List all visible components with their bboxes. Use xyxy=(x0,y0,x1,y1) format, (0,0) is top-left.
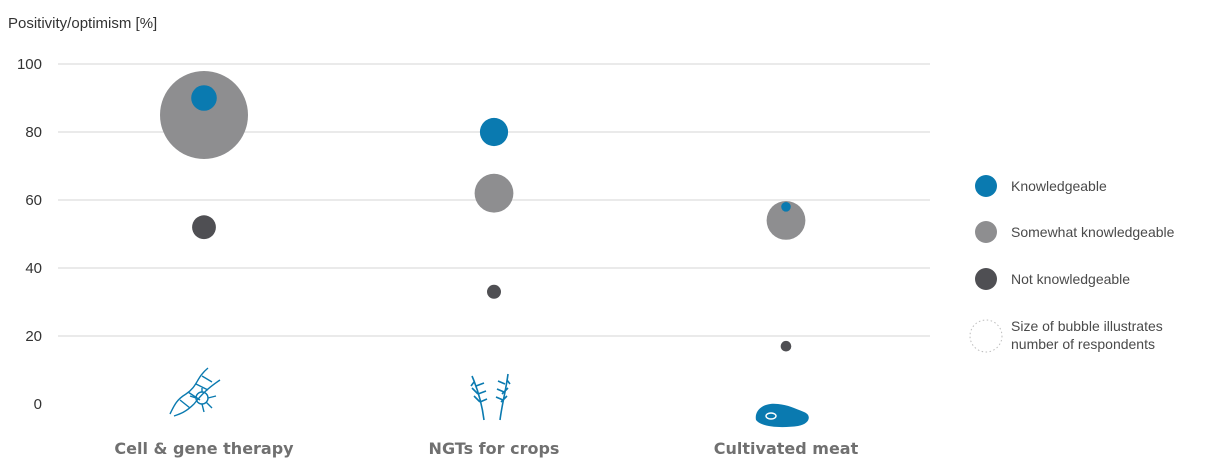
legend-label-knowledgeable: Knowledgeable xyxy=(1011,178,1107,194)
legend-marker-knowledgeable xyxy=(975,175,997,197)
steak-icon xyxy=(755,403,809,428)
y-axis-ticks: 0 20 40 60 80 100 xyxy=(17,56,42,413)
bubble-knowledgeable-1 xyxy=(479,117,509,147)
bubbles xyxy=(160,71,806,352)
bubble-not-knowledgeable-1 xyxy=(487,284,501,299)
category-label-cell-gene-therapy: Cell & gene therapy xyxy=(114,439,294,458)
dna-cell-icon xyxy=(169,367,221,417)
y-tick-label: 40 xyxy=(25,260,42,277)
bubble-not-knowledgeable-2 xyxy=(780,340,792,352)
legend-label-not-knowledgeable: Not knowledgeable xyxy=(1011,271,1130,287)
y-tick-label: 100 xyxy=(17,56,42,73)
bubble-knowledgeable-2 xyxy=(781,202,791,212)
y-tick-label: 80 xyxy=(25,124,42,141)
y-tick-label: 60 xyxy=(25,192,42,209)
legend-marker-somewhat-knowledgeable xyxy=(975,221,997,243)
y-tick-label: 20 xyxy=(25,328,42,345)
category-label-ngts-for-crops: NGTs for crops xyxy=(429,439,560,458)
y-axis-label: Positivity/optimism [%] xyxy=(8,15,157,32)
wheat-icon xyxy=(470,373,511,421)
category-label-cultivated-meat: Cultivated meat xyxy=(714,439,859,458)
legend-marker-bubble-size xyxy=(969,319,1003,353)
bubble-somewhat-knowledgeable-1 xyxy=(474,173,514,213)
bubble-knowledgeable-0 xyxy=(191,85,217,111)
y-tick-label: 0 xyxy=(34,396,42,413)
legend-label-bubble-size: Size of bubble illustrates number of res… xyxy=(1011,318,1167,352)
bubble-somewhat-knowledgeable-0 xyxy=(160,71,248,159)
bubble-not-knowledgeable-0 xyxy=(192,215,216,240)
legend: Knowledgeable Somewhat knowledgeable Not… xyxy=(969,175,1175,353)
legend-marker-not-knowledgeable xyxy=(975,268,997,290)
legend-label-somewhat-knowledgeable: Somewhat knowledgeable xyxy=(1011,224,1175,240)
bubble-somewhat-knowledgeable-2 xyxy=(766,201,806,240)
